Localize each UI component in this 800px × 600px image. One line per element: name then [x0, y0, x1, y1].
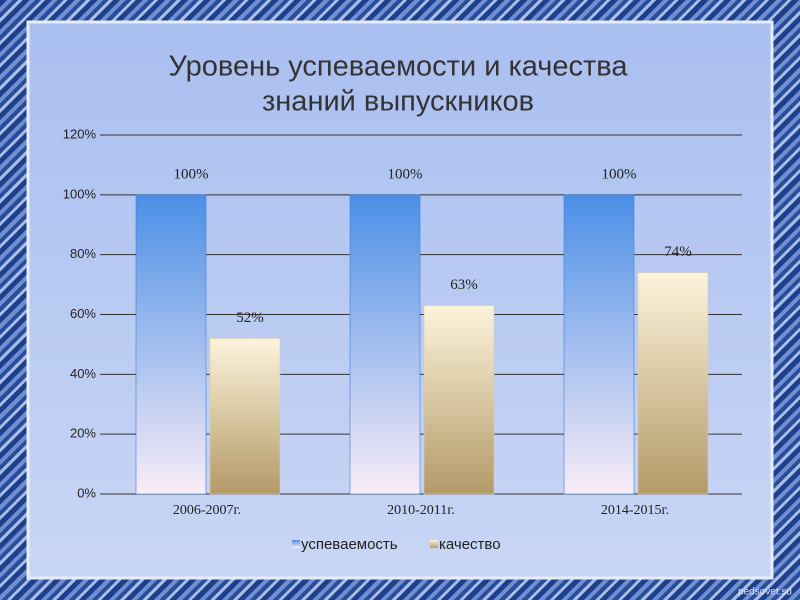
- legend-label: качество: [439, 536, 501, 553]
- data-label: 74%: [664, 244, 692, 260]
- chart-title: знаний выпускников: [262, 86, 534, 118]
- legend-swatch: [430, 540, 438, 548]
- x-tick-label: 2010-2011г.: [387, 503, 455, 518]
- y-tick-label: 0%: [77, 485, 96, 500]
- bar: [563, 194, 635, 495]
- y-tick-label: 120%: [63, 126, 97, 141]
- y-tick-label: 60%: [70, 306, 96, 321]
- bar: [423, 305, 495, 495]
- y-tick-label: 80%: [70, 246, 96, 261]
- y-tick-label: 40%: [70, 366, 96, 381]
- chart-title: Уровень успеваемости и качества: [168, 51, 628, 83]
- bar: [135, 194, 207, 495]
- x-tick-label: 2014-2015г.: [601, 503, 669, 518]
- data-label: 52%: [236, 310, 264, 326]
- x-tick-label: 2006-2007г.: [173, 503, 241, 518]
- legend-swatch: [292, 540, 300, 548]
- y-tick-label: 20%: [70, 426, 96, 441]
- legend-label: успеваемость: [301, 536, 398, 553]
- data-label: 63%: [450, 277, 478, 293]
- data-label: 100%: [388, 166, 423, 182]
- y-tick-label: 100%: [63, 186, 97, 201]
- bar: [209, 338, 281, 495]
- watermark: pedsovet.su: [738, 587, 792, 598]
- bar: [637, 272, 709, 495]
- bar: [349, 194, 421, 495]
- data-label: 100%: [174, 166, 209, 182]
- data-label: 100%: [602, 166, 637, 182]
